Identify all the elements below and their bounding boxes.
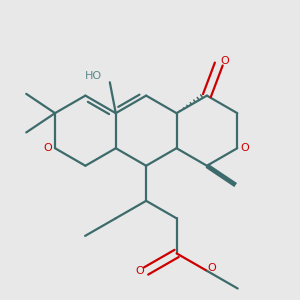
Text: O: O	[207, 263, 216, 273]
Text: O: O	[220, 56, 229, 66]
Text: O: O	[136, 266, 145, 276]
Text: HO: HO	[85, 71, 102, 81]
Text: O: O	[240, 143, 249, 153]
Text: O: O	[43, 143, 52, 153]
